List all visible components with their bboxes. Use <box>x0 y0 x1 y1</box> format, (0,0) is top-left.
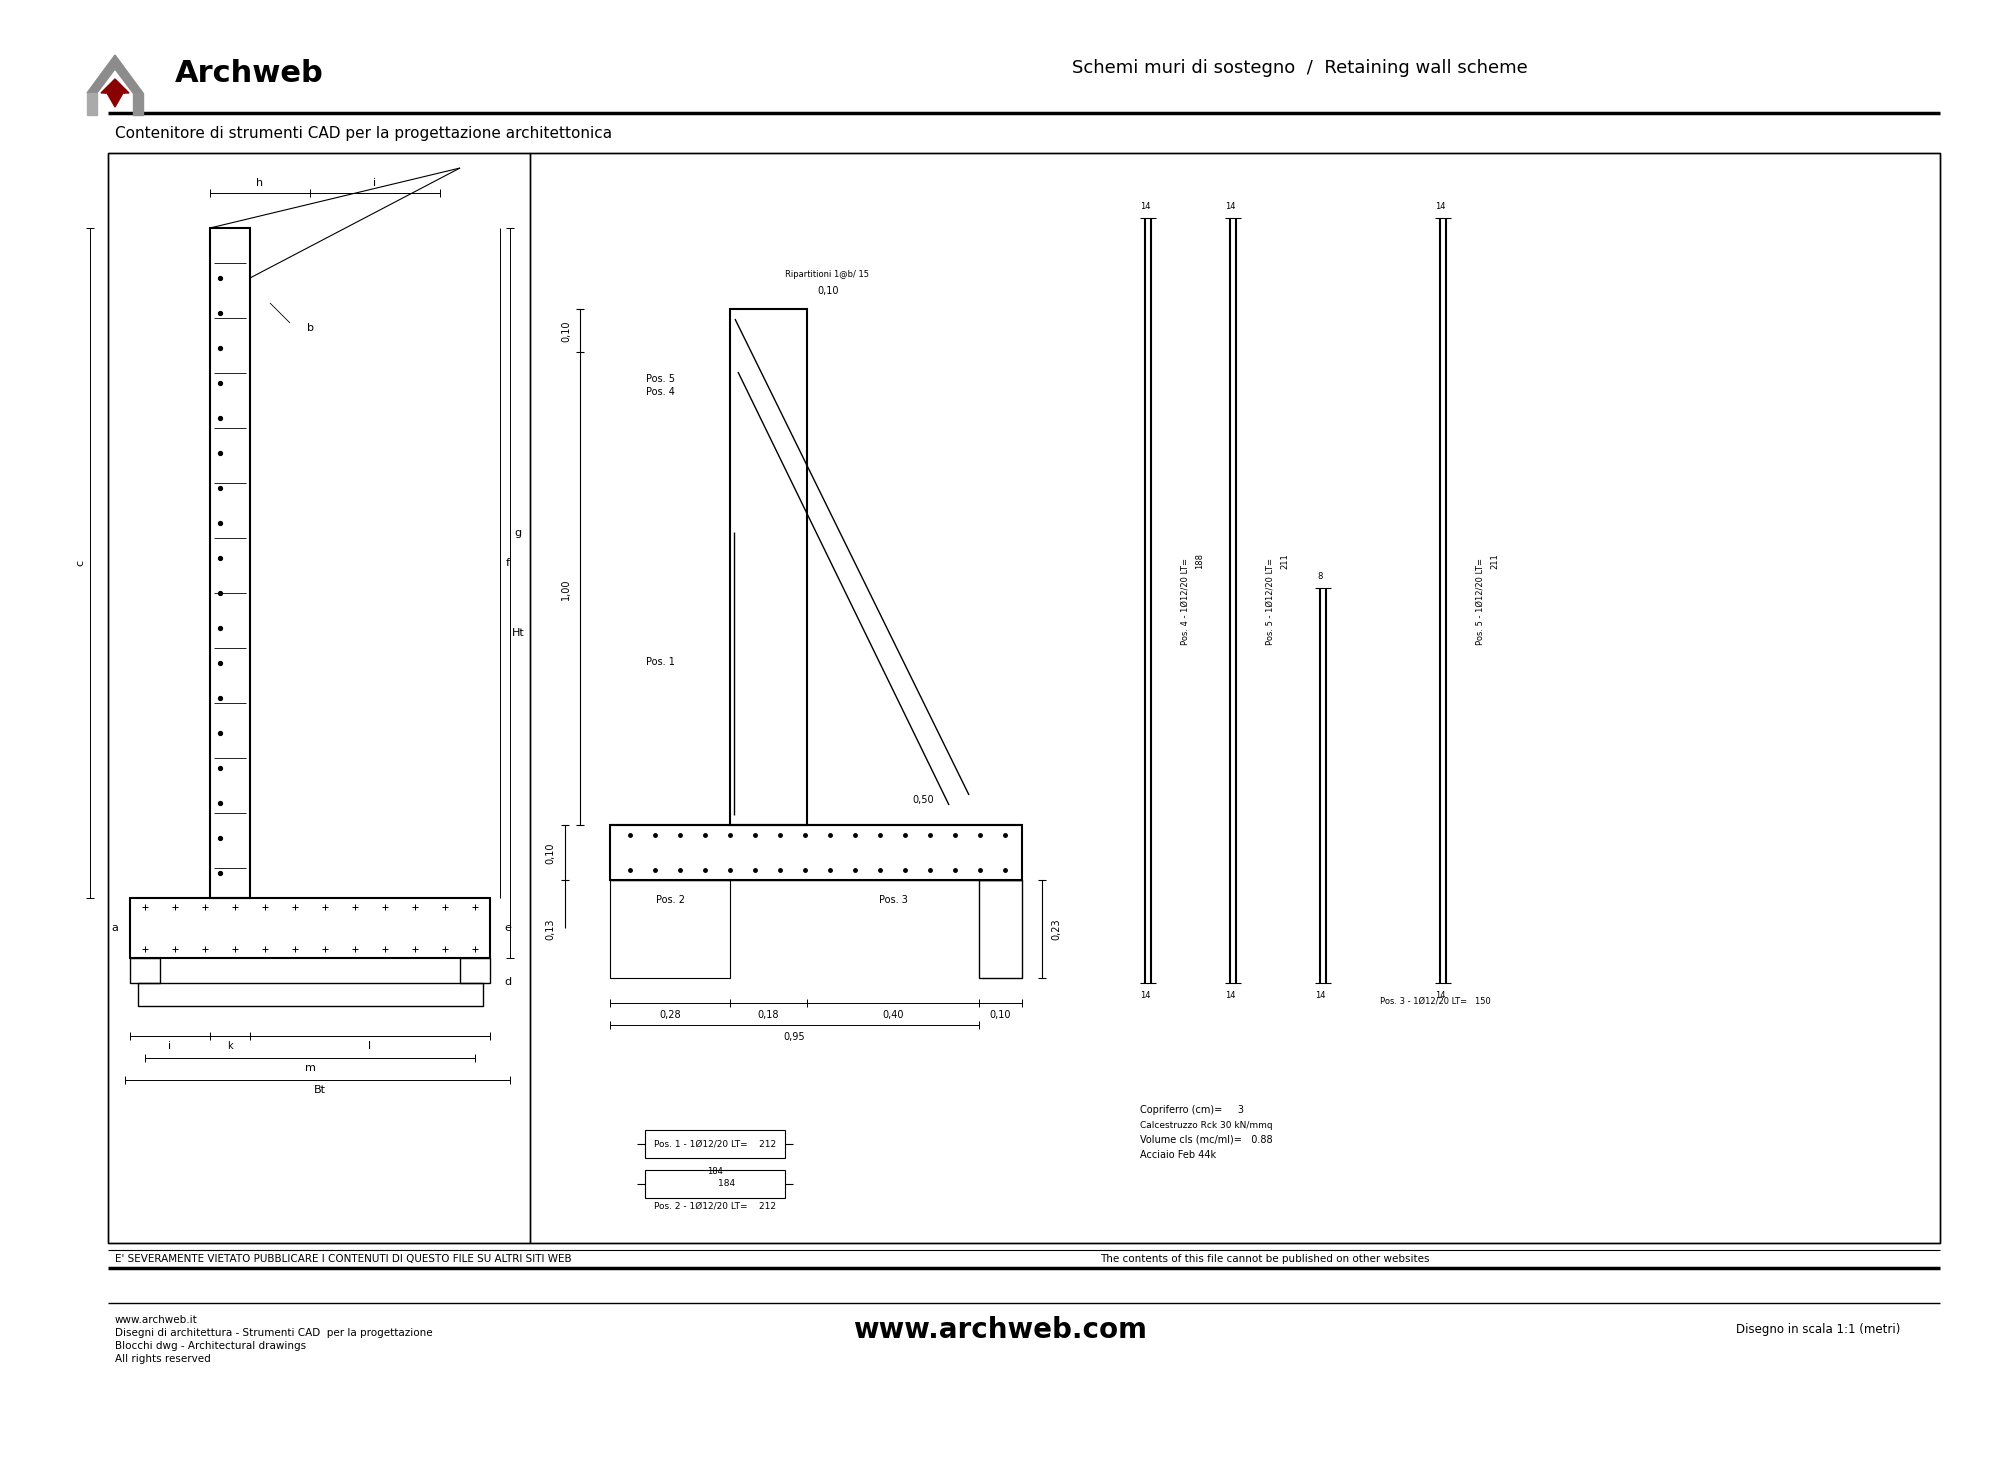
Text: 211: 211 <box>1490 553 1500 569</box>
Text: c: c <box>76 560 84 566</box>
Text: m: m <box>304 1063 316 1073</box>
Text: 14: 14 <box>1224 201 1236 210</box>
Text: Pos. 1: Pos. 1 <box>646 658 676 666</box>
Text: Bt: Bt <box>314 1085 326 1095</box>
Text: Pos. 1 - 1Ø12/20 LT=    212: Pos. 1 - 1Ø12/20 LT= 212 <box>654 1140 776 1149</box>
Text: 0,10: 0,10 <box>544 843 556 863</box>
Text: e: e <box>504 923 512 933</box>
Text: Calcestruzzo Rck 30 kN/mmq: Calcestruzzo Rck 30 kN/mmq <box>1140 1121 1272 1130</box>
Text: Pos. 5: Pos. 5 <box>646 375 676 383</box>
Text: All rights reserved: All rights reserved <box>116 1354 210 1365</box>
Text: Schemi muri di sostegno  /  Retaining wall scheme: Schemi muri di sostegno / Retaining wall… <box>1072 58 1528 77</box>
Text: The contents of this file cannot be published on other websites: The contents of this file cannot be publ… <box>1100 1254 1430 1264</box>
Text: 211: 211 <box>1280 553 1290 569</box>
Text: 0,10: 0,10 <box>560 321 572 341</box>
Text: 14: 14 <box>1140 201 1150 210</box>
Text: g: g <box>514 528 522 538</box>
Bar <box>130 958 160 983</box>
Text: E' SEVERAMENTE VIETATO PUBBLICARE I CONTENUTI DI QUESTO FILE SU ALTRI SITI WEB: E' SEVERAMENTE VIETATO PUBBLICARE I CONT… <box>116 1254 572 1264</box>
Text: www.archweb.it: www.archweb.it <box>116 1315 198 1325</box>
Text: Pos. 5 - 1Ø12/20 LT=: Pos. 5 - 1Ø12/20 LT= <box>1266 557 1274 644</box>
Text: 0,18: 0,18 <box>758 1010 778 1021</box>
Text: Disegno in scala 1:1 (metri): Disegno in scala 1:1 (metri) <box>1736 1324 1900 1337</box>
Text: f: f <box>506 558 510 569</box>
Bar <box>730 309 808 825</box>
Text: 0,28: 0,28 <box>660 1010 680 1021</box>
Bar <box>460 958 490 983</box>
Text: Copriferro (cm)=     3: Copriferro (cm)= 3 <box>1140 1105 1244 1115</box>
Text: b: b <box>306 324 314 332</box>
Text: Ht: Ht <box>512 628 524 639</box>
Text: 188: 188 <box>1196 553 1204 569</box>
Text: k: k <box>228 1041 232 1051</box>
Text: 0,95: 0,95 <box>784 1032 804 1042</box>
Bar <box>108 153 530 1244</box>
Text: Pos. 2 - 1Ø12/20 LT=    212: Pos. 2 - 1Ø12/20 LT= 212 <box>654 1201 776 1210</box>
Text: i: i <box>168 1041 172 1051</box>
Polygon shape <box>132 93 144 115</box>
Text: Pos. 5 - 1Ø12/20 LT=: Pos. 5 - 1Ø12/20 LT= <box>1476 557 1484 644</box>
Text: 14: 14 <box>1434 990 1446 1000</box>
Text: d: d <box>504 977 512 987</box>
Bar <box>210 227 250 898</box>
Text: 0,13: 0,13 <box>544 919 556 940</box>
Text: 14: 14 <box>1140 990 1150 1000</box>
Text: 0,40: 0,40 <box>882 1010 904 1021</box>
Text: 184: 184 <box>708 1168 722 1177</box>
Text: Blocchi dwg - Architectural drawings: Blocchi dwg - Architectural drawings <box>116 1341 306 1352</box>
Text: Volume cls (mc/ml)=   0.88: Volume cls (mc/ml)= 0.88 <box>1140 1134 1272 1145</box>
Text: l: l <box>368 1041 372 1051</box>
Text: 0,10: 0,10 <box>990 1010 1010 1021</box>
Polygon shape <box>100 79 128 93</box>
Bar <box>610 881 730 978</box>
Text: Pos. 4: Pos. 4 <box>646 386 676 397</box>
Bar <box>980 881 1022 978</box>
Text: Pos. 3: Pos. 3 <box>878 895 908 905</box>
Polygon shape <box>88 93 96 115</box>
Polygon shape <box>88 55 144 93</box>
Bar <box>644 1169 784 1198</box>
Text: 14: 14 <box>1434 201 1446 210</box>
Bar <box>530 153 1940 1244</box>
Text: 14: 14 <box>1224 990 1236 1000</box>
Text: 184: 184 <box>694 1180 736 1188</box>
Text: i: i <box>374 178 376 188</box>
Text: 1,00: 1,00 <box>560 579 572 599</box>
Text: 8: 8 <box>1318 572 1322 580</box>
Text: Disegni di architettura - Strumenti CAD  per la progettazione: Disegni di architettura - Strumenti CAD … <box>116 1328 432 1338</box>
Bar <box>610 825 1022 881</box>
Text: a: a <box>112 923 118 933</box>
Text: 14: 14 <box>1314 990 1326 1000</box>
Text: Pos. 3 - 1Ø12/20 LT=   150: Pos. 3 - 1Ø12/20 LT= 150 <box>1380 996 1490 1006</box>
Text: 0,23: 0,23 <box>1052 919 1060 940</box>
Bar <box>130 898 490 958</box>
Text: www.archweb.com: www.archweb.com <box>852 1317 1148 1344</box>
Text: Archweb: Archweb <box>176 58 324 87</box>
Text: Ripartitioni 1@b/ 15: Ripartitioni 1@b/ 15 <box>784 270 868 278</box>
Bar <box>108 153 1940 1244</box>
Text: 0,10: 0,10 <box>818 286 838 296</box>
Polygon shape <box>104 85 124 106</box>
Bar <box>644 1130 784 1158</box>
Bar <box>138 983 484 1006</box>
Text: Pos. 2: Pos. 2 <box>656 895 684 905</box>
Text: 0,50: 0,50 <box>912 795 934 805</box>
Text: Contenitore di strumenti CAD per la progettazione architettonica: Contenitore di strumenti CAD per la prog… <box>116 125 612 140</box>
Text: Acciaio Feb 44k: Acciaio Feb 44k <box>1140 1150 1216 1161</box>
Text: h: h <box>256 178 264 188</box>
Text: Pos. 4 - 1Ø12/20 LT=: Pos. 4 - 1Ø12/20 LT= <box>1180 557 1190 644</box>
